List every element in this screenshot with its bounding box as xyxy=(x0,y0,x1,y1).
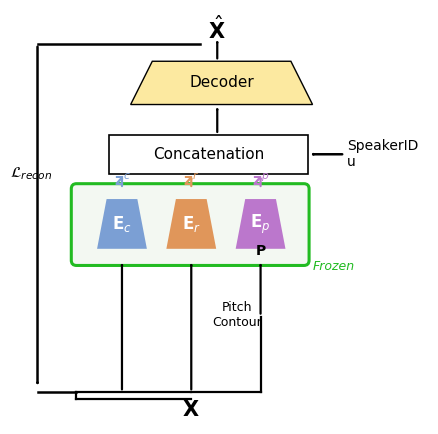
Polygon shape xyxy=(131,61,313,105)
FancyBboxPatch shape xyxy=(71,184,309,266)
Text: SpeakerID
u: SpeakerID u xyxy=(347,139,419,169)
Text: E$_p$: E$_p$ xyxy=(251,212,271,236)
FancyBboxPatch shape xyxy=(109,135,308,174)
Polygon shape xyxy=(97,199,147,249)
Polygon shape xyxy=(236,199,286,249)
Text: E$_r$: E$_r$ xyxy=(182,214,201,234)
Text: Frozen: Frozen xyxy=(313,260,355,273)
Polygon shape xyxy=(166,199,216,249)
Text: $\mathbf{X}$: $\mathbf{X}$ xyxy=(183,400,200,420)
Text: $\mathbf{z}^p$: $\mathbf{z}^p$ xyxy=(252,172,269,188)
Text: Pitch
Contour: Pitch Contour xyxy=(212,301,261,329)
Text: $\mathbf{z}^r$: $\mathbf{z}^r$ xyxy=(183,171,199,189)
Text: $\hat{\mathbf{X}}$: $\hat{\mathbf{X}}$ xyxy=(208,15,226,43)
Text: $\mathbf{z}^c$: $\mathbf{z}^c$ xyxy=(113,172,131,188)
Text: $\mathcal{L}_{recon}$: $\mathcal{L}_{recon}$ xyxy=(10,165,52,182)
Text: Decoder: Decoder xyxy=(189,76,254,90)
Text: $\mathbf{P}$: $\mathbf{P}$ xyxy=(255,244,266,258)
Text: E$_c$: E$_c$ xyxy=(112,214,132,234)
Text: Concatenation: Concatenation xyxy=(153,147,264,162)
